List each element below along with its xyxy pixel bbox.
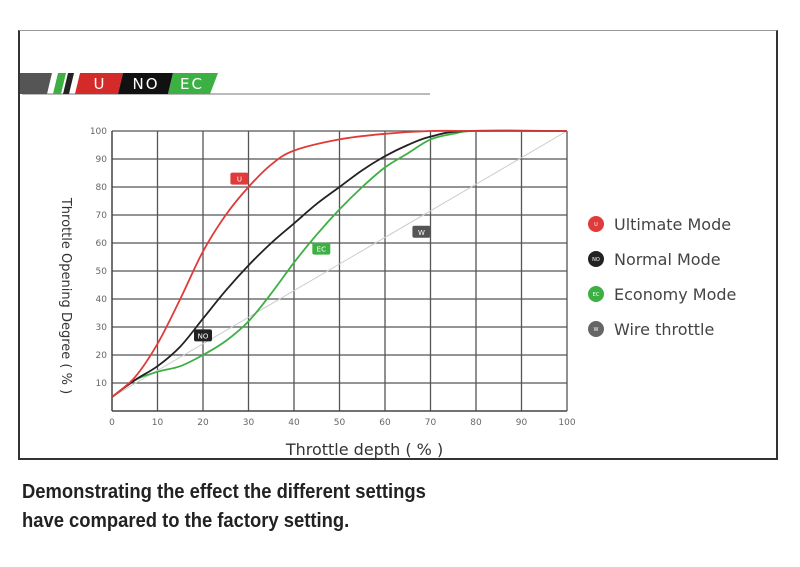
series-tag-ec [312,242,331,255]
x-tick-label: 10 [152,418,164,428]
series-tag-no [194,329,212,342]
y-tick-label: 20 [96,351,108,361]
series-tag-text: W [418,229,425,237]
logo-segment-no [118,73,173,94]
legend-marker-text: U [594,222,598,228]
logo-segment-ec [168,73,218,94]
x-tick-label: 20 [197,418,209,428]
logo-segment-u [75,73,123,94]
logo-text-u: U [94,75,107,93]
x-tick-label: 70 [425,418,437,428]
legend-marker-u [588,216,604,232]
y-tick-label: 50 [96,267,108,277]
x-tick-label: 0 [109,418,115,428]
y-axis-label: Throttle Opening Degree ( % ) [58,197,73,394]
series-line-ec [111,129,568,398]
logo-stripe-black [63,73,74,94]
series-tag-text: NO [198,332,209,340]
series-tag-w [412,225,431,238]
logo-block [20,73,52,94]
caption-line-2: have compared to the factory setting. [22,510,350,532]
legend-marker-no [588,251,604,267]
legend-label-w: Wire throttle [614,320,714,339]
x-tick-label: 100 [558,418,575,428]
logo-text-ec: EC [180,75,204,93]
logo-text-no: NO [132,75,159,93]
x-tick-label: 60 [379,418,391,428]
y-tick-label: 80 [96,183,108,193]
y-tick-label: 10 [96,379,108,389]
series-tag-u [230,172,249,185]
legend-marker-w [588,321,604,337]
series-line-no [111,129,568,398]
y-tick-label: 90 [96,155,108,165]
chart-frame: U NO EC 0 10 20 30 40 50 60 70 80 90 100 10 20 30 40 50 60 7… [18,30,778,460]
x-axis-label: Throttle depth ( % ) [285,440,443,459]
legend-label-ec: Economy Mode [614,285,736,304]
series-tag-text: U [237,176,242,184]
x-tick-label: 40 [288,418,300,428]
y-tick-label: 60 [96,239,108,249]
caption: Demonstrating the effect the different s… [22,478,426,536]
legend-marker-text: NO [592,257,600,263]
legend-marker-ec [588,286,604,302]
series-line-u [111,129,567,398]
caption-line-1: Demonstrating the effect the different s… [22,481,426,503]
logo-stripe-green [53,73,66,94]
x-tick-label: 50 [334,418,346,428]
y-tick-label: 70 [96,211,108,221]
x-tick-label: 30 [243,418,255,428]
legend-label-u: Ultimate Mode [614,215,731,234]
x-tick-label: 90 [516,418,528,428]
series-tag-text: EC [317,246,326,254]
legend-marker-text: W [594,327,599,333]
y-tick-label: 40 [96,295,108,305]
legend-marker-text: EC [593,292,600,298]
legend-label-no: Normal Mode [614,250,721,269]
x-tick-label: 80 [470,418,482,428]
y-tick-label: 30 [96,323,108,333]
y-tick-label: 100 [90,127,107,137]
throttle-chart: U NO EC 0 10 20 30 40 50 60 70 80 90 100 10 20 30 40 50 60 7… [20,73,736,459]
